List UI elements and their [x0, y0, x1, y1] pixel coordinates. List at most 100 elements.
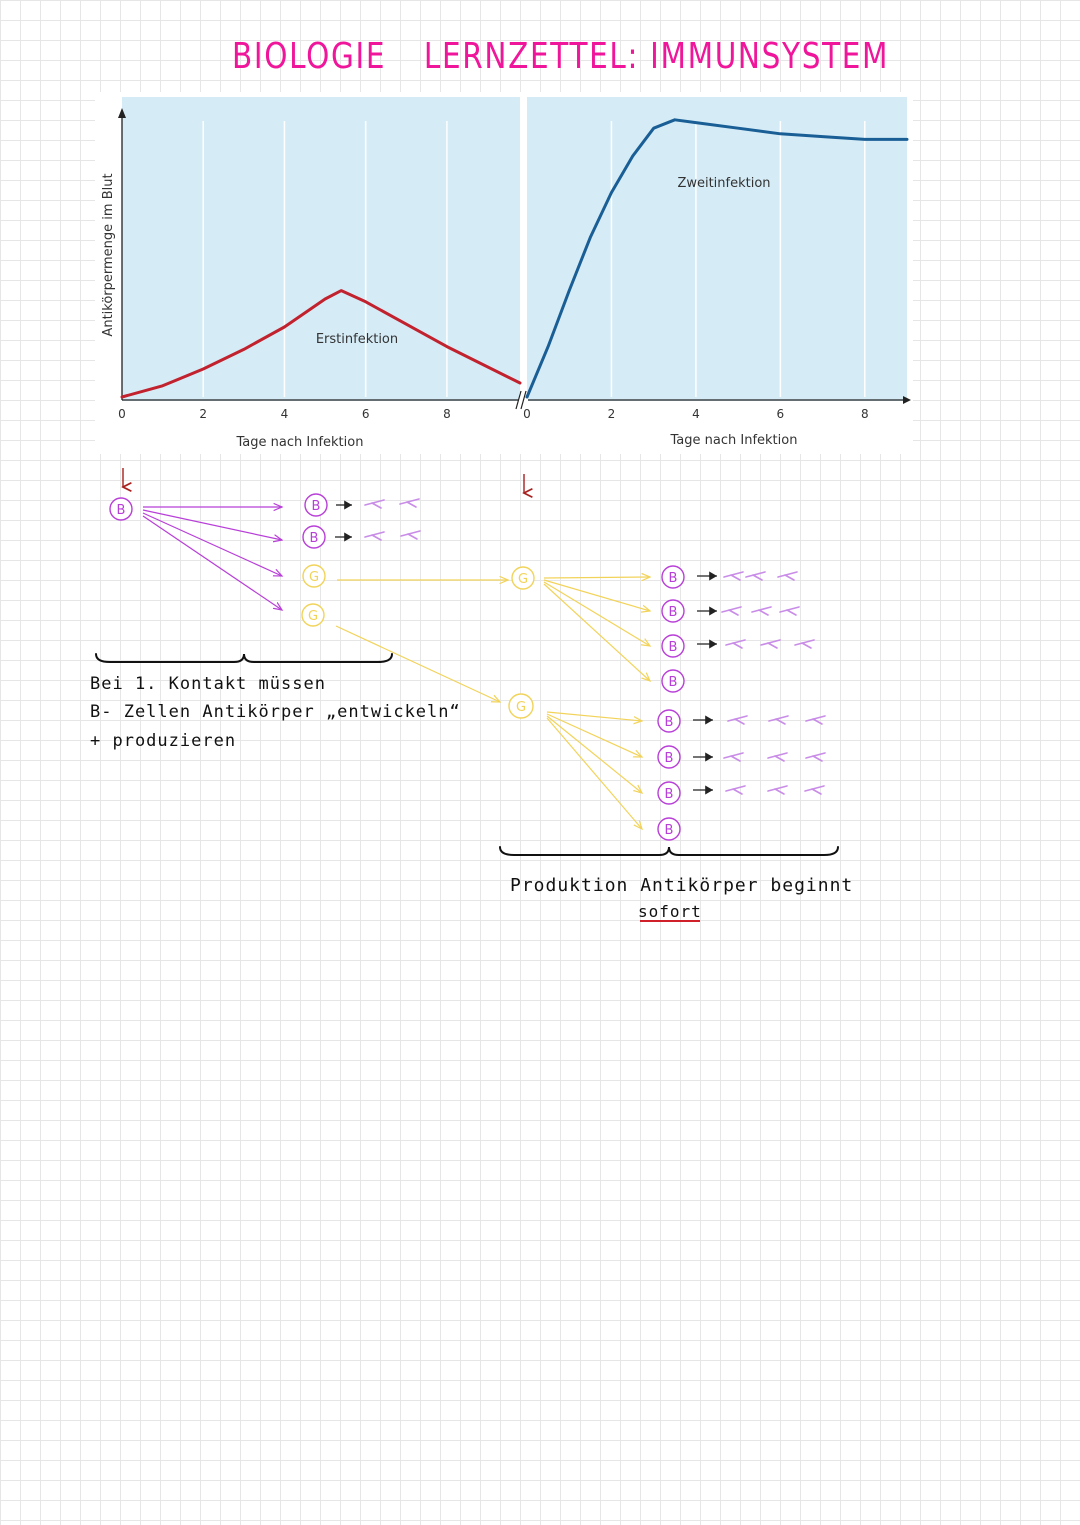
bcell-second-b-3: B — [657, 781, 681, 805]
bcell-second-b-4-outline — [657, 817, 681, 841]
tick-label-second-6: 6 — [777, 407, 785, 421]
note-first-contact-line1: Bei 1. Kontakt müssen — [90, 674, 326, 694]
bcell-second-b-2: B — [657, 745, 681, 769]
antibody-second-1-1 — [723, 571, 744, 581]
series-label-zweitinfektion: Zweitinfektion — [677, 176, 770, 191]
memory-cell-recall-2: G — [508, 693, 534, 719]
note-first-contact-line2: B- Zellen Antikörper „entwickeln“ — [90, 702, 461, 722]
bcell-second-b-4-letter: B — [665, 823, 674, 838]
bcell-second-b-1-outline — [657, 709, 681, 733]
axis-break-mark-right — [520, 390, 527, 410]
antibody-second-5-2 — [767, 752, 788, 762]
antibody-1-2 — [399, 498, 420, 508]
arrow-recall-2-to-bcell-1 — [546, 711, 642, 721]
bcell-second-a-3: B — [661, 634, 685, 658]
arrow-memory-2-to-recall — [335, 625, 500, 702]
x-axis-arrowhead — [903, 396, 911, 404]
bcell-second-a-3-outline — [661, 634, 685, 658]
memory-cell-1-letter: G — [309, 570, 319, 585]
bcell-second-b-3-letter: B — [665, 787, 674, 802]
chart-xlabel-second: Tage nach Infektion — [670, 433, 798, 448]
memory-cell-recall-1-outline — [511, 566, 535, 590]
bcell-second-a-2-outline — [661, 599, 685, 623]
antibody-1-1 — [364, 499, 385, 509]
memory-cell-2-outline — [301, 603, 325, 627]
page-title: BIOLOGIE LERNZETTEL: IMMUNSYSTEM — [232, 36, 889, 77]
note-second-contact-line2: sofort — [638, 902, 702, 921]
chart-plot-bg-second — [527, 97, 907, 401]
bcell-second-a-4: B — [661, 669, 685, 693]
tick-label-second-0: 0 — [523, 407, 531, 421]
tick-label-first-2: 2 — [199, 407, 207, 421]
bcell-second-a-4-outline — [661, 669, 685, 693]
memory-cell-2: G — [301, 603, 325, 627]
chart-series — [120, 118, 909, 399]
series-line-zweitinfektion — [525, 118, 909, 399]
tick-label-first-4: 4 — [281, 407, 289, 421]
bcell-second-a-1: B — [661, 565, 685, 589]
brace-second-contact — [499, 846, 839, 856]
antibody-second-4-1 — [727, 715, 748, 725]
memory-cell-recall-1-letter: G — [518, 572, 528, 587]
memory-cell-1-outline — [302, 564, 326, 588]
bcell-second-a-3-letter: B — [669, 640, 678, 655]
page-title-topic: LERNZETTEL: IMMUNSYSTEM — [423, 36, 890, 77]
bcell-second-a-1-outline — [661, 565, 685, 589]
brace-first-contact — [95, 653, 393, 663]
tick-label-second-8: 8 — [861, 407, 869, 421]
bcell-second-b-1-letter: B — [665, 715, 674, 730]
memory-cell-recall-2-outline — [508, 693, 534, 719]
series-label-erstinfektion: Erstinfektion — [316, 332, 398, 347]
series-line-erstinfektion — [120, 289, 522, 399]
tick-label-first-0: 0 — [118, 407, 126, 421]
sketch-cells: B B B G G G G B B B B B B B B — [109, 493, 685, 841]
bcell-initial-outline — [109, 497, 133, 521]
arrow-recall-2-to-bcell-3 — [546, 715, 642, 793]
antibody-second-3-2 — [760, 639, 781, 649]
tick-label-first-6: 6 — [362, 407, 370, 421]
antibody-second-4-3 — [805, 715, 826, 725]
bcell-second-a-2: B — [661, 599, 685, 623]
bcell-second-b-4: B — [657, 817, 681, 841]
memory-cell-recall-2-letter: G — [516, 700, 526, 715]
antibody-second-6-1 — [725, 785, 746, 795]
arrow-initial-to-memory-1 — [142, 512, 282, 576]
chart-tick-labels: 0 2 4 6 8 0 2 4 6 8 — [118, 407, 868, 421]
note-second-contact-line1: Produktion Antikörper beginnt — [510, 875, 854, 896]
arrow-recall-1-to-bcell-4 — [543, 583, 650, 681]
antibody-2-2 — [400, 530, 421, 540]
plasma-cell-2: B — [302, 525, 326, 549]
note-first-contact-line3: + produzieren — [90, 731, 237, 751]
antibody-second-4-2 — [768, 715, 789, 725]
antibody-second-2-3 — [779, 606, 800, 616]
chart-axes — [118, 108, 911, 410]
bcell-second-b-2-outline — [657, 745, 681, 769]
bcell-initial-letter: B — [117, 503, 126, 518]
antibody-second-3-1 — [725, 639, 746, 649]
plasma-cell-2-outline — [302, 525, 326, 549]
antibody-second-2-2 — [751, 606, 772, 616]
tick-label-second-4: 4 — [692, 407, 700, 421]
plasma-cell-1-letter: B — [312, 499, 321, 514]
tick-label-second-2: 2 — [608, 407, 616, 421]
chart-ylabel: Antikörpermenge im Blut — [101, 173, 116, 336]
bcell-second-a-2-letter: B — [669, 605, 678, 620]
antibody-2-1 — [364, 531, 385, 541]
arrow-recall-1-to-bcell-3 — [543, 581, 650, 646]
bcell-second-b-2-letter: B — [665, 751, 674, 766]
memory-cell-recall-1: G — [511, 566, 535, 590]
antibody-second-5-3 — [805, 752, 826, 762]
antibody-second-3-3 — [794, 639, 815, 649]
y-axis-arrowhead — [118, 108, 126, 118]
bcell-second-a-1-letter: B — [669, 571, 678, 586]
bcell-second-b-3-outline — [657, 781, 681, 805]
plasma-cell-1: B — [304, 493, 328, 517]
arrow-recall-2-to-bcell-2 — [546, 713, 642, 757]
axis-break-mark-left — [515, 390, 522, 410]
memory-cell-1: G — [302, 564, 326, 588]
antibody-second-2-1 — [721, 606, 742, 616]
antibody-second-1-2 — [745, 571, 766, 581]
sketch-braces — [95, 653, 839, 922]
page-title-subject: BIOLOGIE — [232, 36, 387, 77]
arrow-initial-to-bcell-2 — [142, 509, 282, 540]
